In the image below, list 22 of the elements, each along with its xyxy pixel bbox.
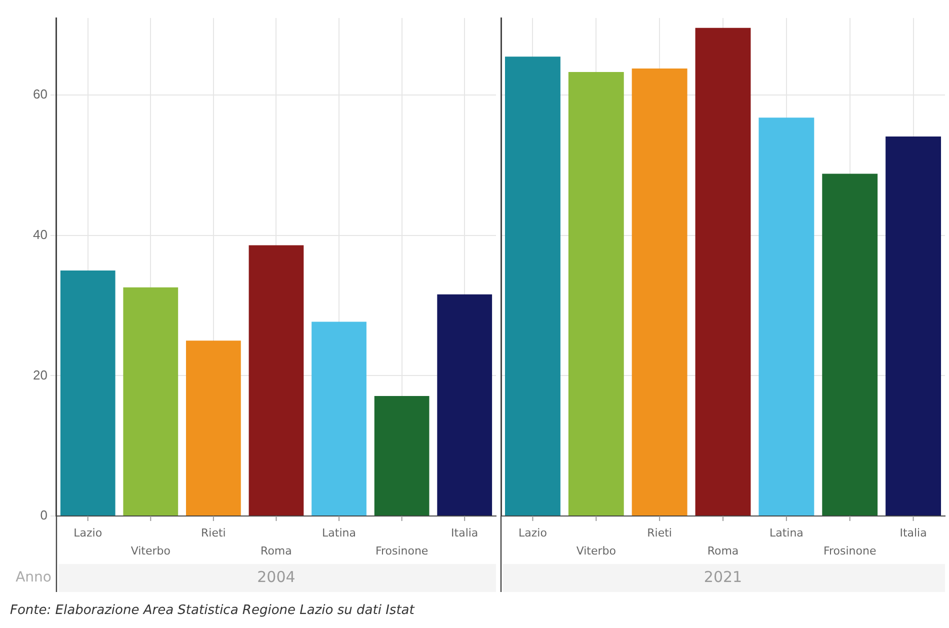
- x-tick-label: Lazio: [74, 526, 102, 540]
- x-tick-label: Lazio: [518, 526, 548, 540]
- x-axis-title: 2021: [704, 568, 742, 586]
- y-tick-label: 40: [32, 227, 48, 242]
- x-tick-label: Latina: [769, 526, 804, 540]
- x-tick-label: Viterbo: [130, 544, 171, 558]
- x-tick-label: Viterbo: [576, 544, 616, 558]
- x-tick-label: Frosinone: [375, 544, 428, 558]
- text: Anno: [16, 570, 52, 586]
- x-axis-title: 2004: [257, 568, 296, 586]
- x-tick-label: Roma: [260, 544, 292, 558]
- x-tick-label: Rieti: [201, 526, 226, 540]
- x-tick-label: Italia: [451, 526, 478, 540]
- y-tick-label: 60: [32, 86, 48, 102]
- x-tick-label: Italia: [900, 526, 927, 540]
- y-tick-label: 0: [40, 508, 48, 523]
- y-tick-label: 20: [32, 367, 48, 382]
- x-tick-label: Frosinone: [823, 544, 876, 558]
- x-tick-label: Roma: [707, 544, 739, 558]
- x-tick-label: Latina: [322, 526, 356, 540]
- x-tick-label: Rieti: [647, 526, 672, 540]
- source-note: Fonte: Elaborazione Area Statistica Regione Lazio su dati Istat: [10, 602, 416, 618]
